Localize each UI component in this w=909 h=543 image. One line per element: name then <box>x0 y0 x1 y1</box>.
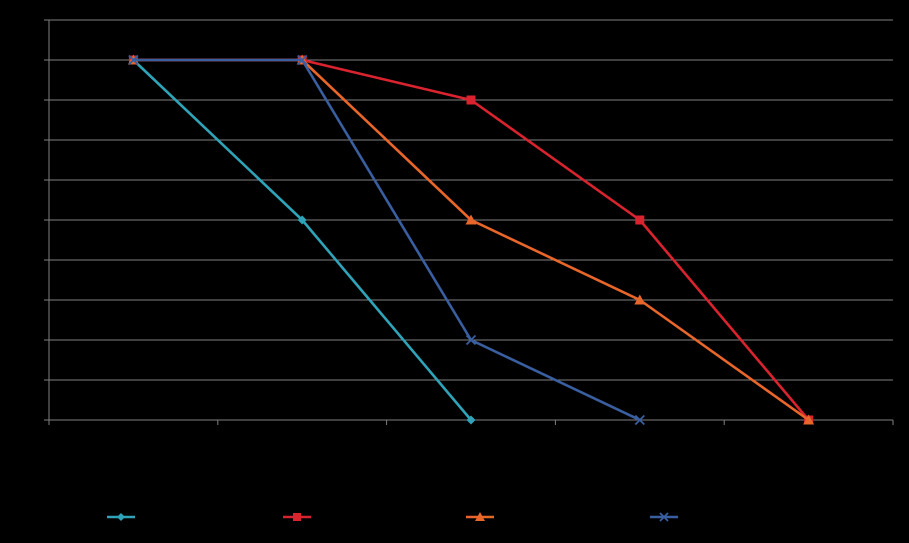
data-point <box>465 214 477 225</box>
series-4-line <box>133 58 641 422</box>
data-point <box>635 215 645 225</box>
legend-marker <box>117 513 125 521</box>
series-lines <box>127 54 815 426</box>
data-point <box>297 215 307 225</box>
data-point <box>634 414 645 426</box>
legend-marker <box>475 512 485 521</box>
legend-item-3 <box>466 512 494 521</box>
series-1 <box>128 55 476 425</box>
series-4 <box>128 54 645 426</box>
series-1-line <box>132 59 472 421</box>
data-point <box>634 294 646 305</box>
legend-marker <box>659 512 669 522</box>
series-3-line <box>133 58 810 422</box>
series-3 <box>127 54 815 425</box>
series-2-line <box>133 58 810 421</box>
legend-item-4 <box>650 512 678 522</box>
legend-marker <box>293 513 301 521</box>
gridlines <box>49 19 893 381</box>
legend <box>107 512 678 522</box>
data-point <box>465 334 477 346</box>
legend-item-1 <box>107 513 135 521</box>
data-point <box>803 414 815 425</box>
data-point <box>466 95 476 105</box>
series-2 <box>128 55 814 425</box>
legend-item-2 <box>283 513 311 521</box>
data-point <box>466 415 476 425</box>
data-point <box>128 54 139 66</box>
data-point <box>297 54 308 66</box>
